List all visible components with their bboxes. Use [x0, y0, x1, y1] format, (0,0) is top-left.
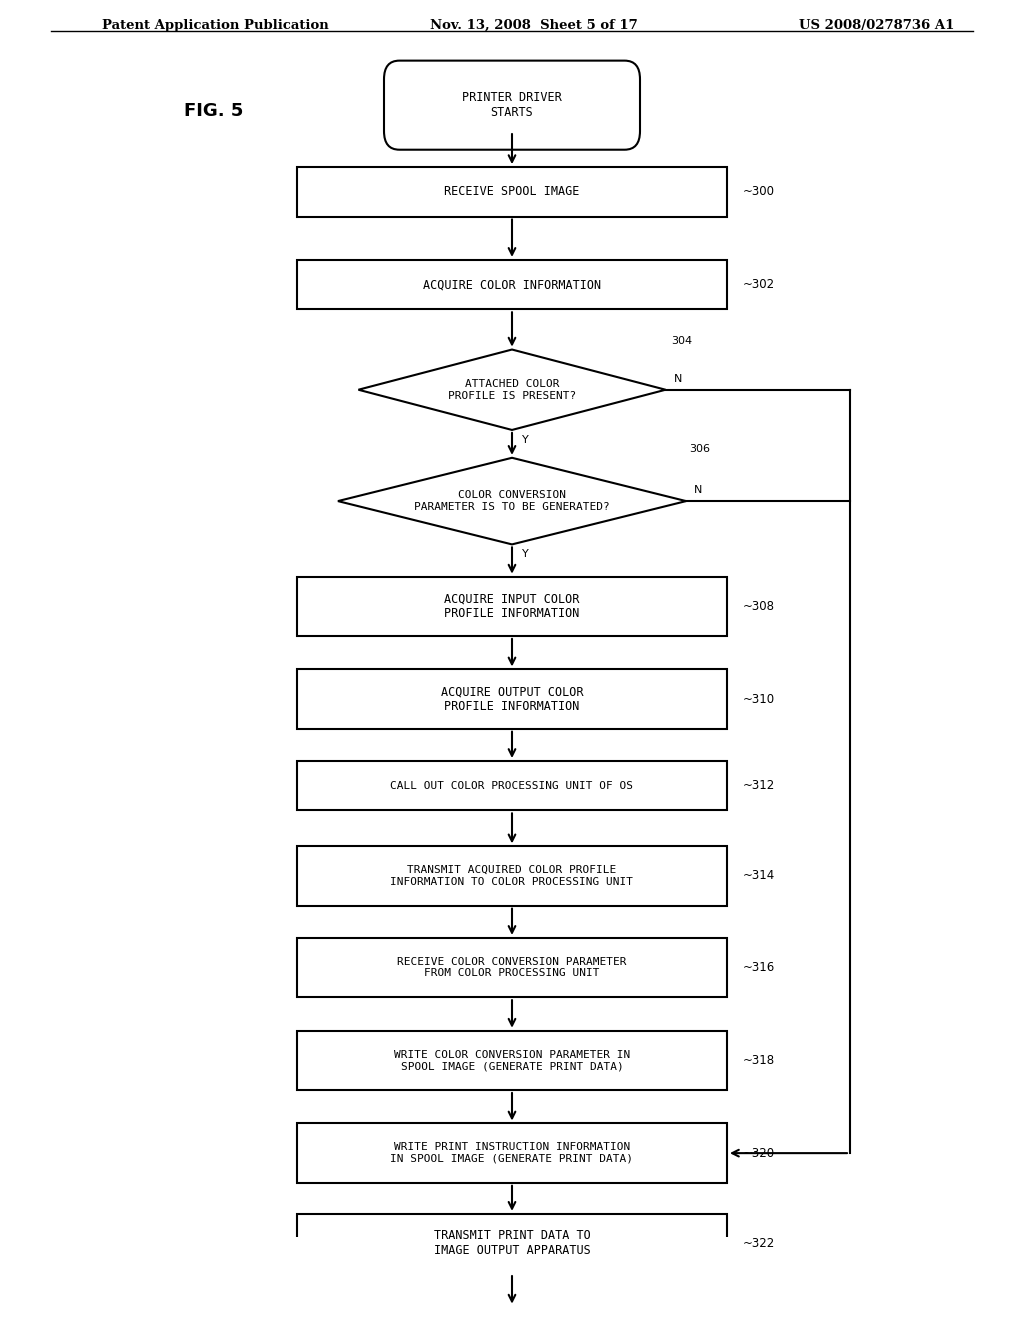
Text: ~300: ~300 [742, 185, 774, 198]
FancyBboxPatch shape [297, 577, 727, 636]
FancyBboxPatch shape [425, 1288, 599, 1320]
FancyBboxPatch shape [297, 260, 727, 309]
FancyBboxPatch shape [297, 846, 727, 906]
Text: Patent Application Publication: Patent Application Publication [102, 18, 329, 32]
Text: WRITE COLOR CONVERSION PARAMETER IN
SPOOL IMAGE (GENERATE PRINT DATA): WRITE COLOR CONVERSION PARAMETER IN SPOO… [394, 1049, 630, 1071]
Text: ~312: ~312 [742, 779, 774, 792]
Text: ACQUIRE OUTPUT COLOR
PROFILE INFORMATION: ACQUIRE OUTPUT COLOR PROFILE INFORMATION [440, 685, 584, 713]
Text: ~310: ~310 [742, 693, 774, 706]
FancyBboxPatch shape [297, 760, 727, 810]
Text: 304: 304 [671, 335, 692, 346]
Text: Y: Y [522, 549, 529, 560]
Text: 306: 306 [689, 444, 711, 454]
Text: ACQUIRE INPUT COLOR
PROFILE INFORMATION: ACQUIRE INPUT COLOR PROFILE INFORMATION [444, 593, 580, 620]
FancyBboxPatch shape [297, 669, 727, 729]
Text: Nov. 13, 2008  Sheet 5 of 17: Nov. 13, 2008 Sheet 5 of 17 [430, 18, 638, 32]
Text: RECEIVE SPOOL IMAGE: RECEIVE SPOOL IMAGE [444, 185, 580, 198]
Text: FIG. 5: FIG. 5 [184, 103, 244, 120]
FancyBboxPatch shape [297, 168, 727, 216]
Text: US 2008/0278736 A1: US 2008/0278736 A1 [799, 18, 954, 32]
FancyBboxPatch shape [297, 1214, 727, 1274]
Text: ~320: ~320 [742, 1147, 774, 1160]
Text: Y: Y [522, 434, 529, 445]
Text: TRANSMIT ACQUIRED COLOR PROFILE
INFORMATION TO COLOR PROCESSING UNIT: TRANSMIT ACQUIRED COLOR PROFILE INFORMAT… [390, 865, 634, 887]
Text: ~322: ~322 [742, 1237, 774, 1250]
Text: TRANSMIT PRINT DATA TO
IMAGE OUTPUT APPARATUS: TRANSMIT PRINT DATA TO IMAGE OUTPUT APPA… [433, 1229, 591, 1258]
Text: ATTACHED COLOR
PROFILE IS PRESENT?: ATTACHED COLOR PROFILE IS PRESENT? [447, 379, 577, 400]
FancyBboxPatch shape [297, 1031, 727, 1090]
Text: PRINTER DRIVER
STARTS: PRINTER DRIVER STARTS [462, 91, 562, 119]
Text: N: N [694, 484, 702, 495]
Text: ~316: ~316 [742, 961, 774, 974]
Polygon shape [338, 458, 686, 544]
Polygon shape [358, 350, 666, 430]
Text: RECEIVE COLOR CONVERSION PARAMETER
FROM COLOR PROCESSING UNIT: RECEIVE COLOR CONVERSION PARAMETER FROM … [397, 957, 627, 978]
Text: ~314: ~314 [742, 870, 774, 883]
Text: WRITE PRINT INSTRUCTION INFORMATION
IN SPOOL IMAGE (GENERATE PRINT DATA): WRITE PRINT INSTRUCTION INFORMATION IN S… [390, 1142, 634, 1164]
Text: N: N [674, 374, 682, 384]
Text: ACQUIRE COLOR INFORMATION: ACQUIRE COLOR INFORMATION [423, 279, 601, 292]
Text: ~318: ~318 [742, 1053, 774, 1067]
Text: ~302: ~302 [742, 279, 774, 292]
FancyBboxPatch shape [384, 61, 640, 149]
Text: COLOR CONVERSION
PARAMETER IS TO BE GENERATED?: COLOR CONVERSION PARAMETER IS TO BE GENE… [414, 490, 610, 512]
Text: CALL OUT COLOR PROCESSING UNIT OF OS: CALL OUT COLOR PROCESSING UNIT OF OS [390, 780, 634, 791]
FancyBboxPatch shape [297, 1123, 727, 1183]
Text: ~308: ~308 [742, 599, 774, 612]
FancyBboxPatch shape [297, 937, 727, 997]
